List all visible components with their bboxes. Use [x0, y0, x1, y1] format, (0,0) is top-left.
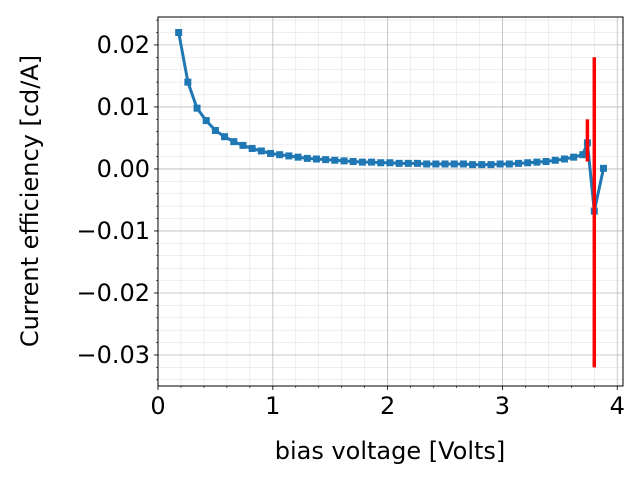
data-point: [340, 157, 348, 165]
data-point: [239, 141, 247, 149]
y-axis-label: Current efficiency [cd/A]: [16, 55, 44, 347]
y-tick-label: 0.01: [97, 93, 150, 121]
x-tick-label: 4: [610, 392, 625, 420]
data-point: [599, 164, 607, 172]
data-point: [524, 159, 532, 167]
data-point: [515, 159, 523, 167]
data-point: [404, 159, 412, 167]
data-point: [478, 161, 486, 169]
y-tick-label: −0.03: [76, 341, 150, 369]
data-point: [368, 158, 376, 166]
y-tick-label: 0.02: [97, 31, 150, 59]
series-layer: [175, 29, 607, 215]
data-point: [276, 151, 284, 159]
data-point: [386, 159, 394, 167]
y-tick-label: −0.02: [76, 279, 150, 307]
data-point: [267, 149, 275, 157]
data-point: [459, 160, 467, 168]
data-point: [358, 158, 366, 166]
x-tick-label: 1: [265, 392, 280, 420]
data-point: [285, 152, 293, 160]
data-point: [193, 104, 201, 112]
data-point: [441, 160, 449, 168]
data-point: [377, 159, 385, 167]
data-point: [423, 160, 431, 168]
data-point: [211, 126, 219, 134]
data-point: [294, 153, 302, 161]
y-tick-label: −0.01: [76, 217, 150, 245]
data-point: [175, 29, 183, 37]
data-point: [432, 160, 440, 168]
data-point: [312, 155, 320, 163]
data-point: [248, 144, 256, 152]
data-point: [505, 160, 513, 168]
data-point: [413, 159, 421, 167]
x-tick-label: 0: [150, 392, 165, 420]
x-tick-label: 3: [495, 392, 510, 420]
data-point: [349, 157, 357, 165]
x-tick-label: 2: [380, 392, 395, 420]
data-point: [450, 160, 458, 168]
data-point: [322, 156, 330, 164]
x-axis-label: bias voltage [Volts]: [275, 437, 506, 465]
data-point: [257, 147, 265, 155]
data-point: [230, 138, 238, 146]
data-point: [487, 161, 495, 169]
ticks-layer: 0 1 2 3 4 0.02 0.01 0.00 −0.01 −0.02 −0.03: [76, 19, 625, 420]
y-tick-label: 0.00: [97, 155, 150, 183]
data-point: [469, 161, 477, 169]
data-point: [221, 133, 229, 141]
data-point: [496, 160, 504, 168]
data-point: [202, 117, 210, 125]
plot-frame: [157, 16, 624, 387]
data-point: [560, 155, 568, 163]
data-point: [303, 154, 311, 162]
data-point: [542, 157, 550, 165]
data-point: [331, 156, 339, 164]
error-bar-layer: [585, 57, 597, 368]
data-point: [551, 156, 559, 164]
data-point: [579, 151, 587, 159]
data-point: [184, 78, 192, 86]
data-point: [570, 153, 578, 161]
data-point: [395, 159, 403, 167]
data-point: [533, 158, 541, 166]
plot-area: [158, 17, 623, 386]
major-grid: [157, 17, 623, 386]
